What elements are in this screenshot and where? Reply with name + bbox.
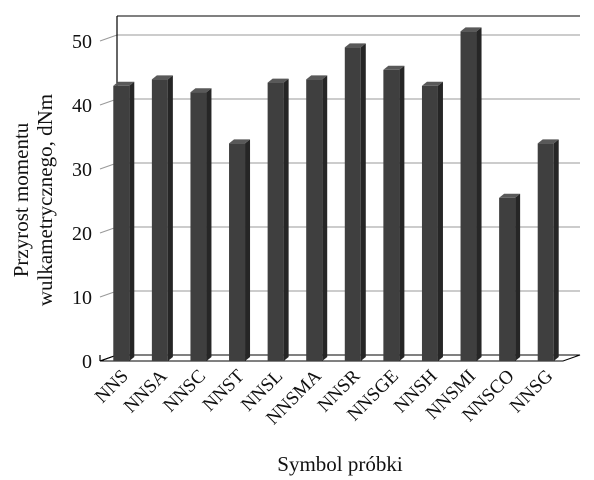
bar-front xyxy=(306,79,323,362)
bar-top xyxy=(306,75,328,80)
x-axis-title: Symbol próbki xyxy=(277,452,403,476)
y-tick-labels: 0 10 20 30 40 50 xyxy=(72,31,92,373)
x-tick-label: NNSA xyxy=(120,365,172,417)
bar xyxy=(190,88,212,361)
bar-front xyxy=(383,69,400,362)
y-axis-title-line-2: wulkametrycznego, dNm xyxy=(33,94,57,306)
bar-front xyxy=(460,31,477,362)
bar-side xyxy=(515,193,521,361)
bar-top xyxy=(383,65,405,70)
bar-side xyxy=(245,139,251,361)
bar-front xyxy=(421,85,438,362)
bar-side xyxy=(167,75,173,362)
bar xyxy=(113,81,135,362)
gridline-diagonal xyxy=(99,34,118,42)
bar xyxy=(383,65,405,362)
bar-top xyxy=(499,193,521,198)
bar-side xyxy=(437,81,443,362)
y-axis-title-line-1: Przyrost momentu xyxy=(9,122,33,277)
y-tick-label: 0 xyxy=(82,351,92,373)
bar-front xyxy=(499,197,516,361)
bar-side xyxy=(129,81,135,362)
bar-front xyxy=(267,82,284,361)
bar-top xyxy=(190,88,212,93)
bar-top xyxy=(344,43,366,48)
bar-side xyxy=(476,27,482,362)
y-tick-label: 50 xyxy=(72,31,92,53)
y-tick-label: 30 xyxy=(72,159,92,181)
bar xyxy=(267,78,289,361)
bar-front xyxy=(151,79,168,362)
bar-side xyxy=(322,75,328,362)
bar-side xyxy=(283,78,289,361)
bar-front xyxy=(190,92,207,361)
bar xyxy=(229,139,251,361)
bar-top xyxy=(421,81,443,86)
bar xyxy=(151,75,173,362)
bar-side xyxy=(399,65,405,362)
bar xyxy=(460,27,482,362)
y-tick-label: 40 xyxy=(72,95,92,117)
bar xyxy=(499,193,521,361)
bar-side xyxy=(360,43,366,362)
bars xyxy=(113,27,559,362)
bar xyxy=(537,139,559,361)
bar xyxy=(306,75,328,362)
bar-front xyxy=(229,143,246,361)
bar-top xyxy=(460,27,482,32)
bar xyxy=(344,43,366,362)
x-tick-label: NNSC xyxy=(159,366,210,417)
x-tick-label: NNST xyxy=(199,365,249,415)
bar-top xyxy=(113,81,135,86)
y-tick-label: 20 xyxy=(72,223,92,245)
bar-top xyxy=(267,78,289,83)
x-tick-label: NNSG xyxy=(506,365,558,417)
bar-top xyxy=(229,139,251,144)
bar-front xyxy=(537,143,554,361)
bar-front xyxy=(344,47,361,362)
bar-top xyxy=(537,139,559,144)
bar-side xyxy=(553,139,559,361)
y-tick-label: 10 xyxy=(72,287,92,309)
bar-top xyxy=(151,75,173,80)
x-tick-labels: NNSNNSANNSCNNSTNNSLNNSMANNSRNNSGENNSHNNS… xyxy=(91,365,557,429)
bar-side xyxy=(206,88,212,361)
bar-front xyxy=(113,85,130,362)
bar xyxy=(421,81,443,362)
